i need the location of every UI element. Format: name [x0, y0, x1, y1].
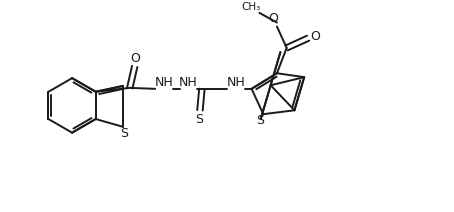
Text: NH: NH — [227, 77, 245, 89]
Text: NH: NH — [179, 75, 197, 89]
Text: S: S — [120, 127, 128, 140]
Text: S: S — [195, 113, 203, 126]
Text: O: O — [310, 30, 320, 43]
Text: O: O — [268, 12, 278, 25]
Text: S: S — [257, 114, 264, 127]
Text: NH: NH — [154, 75, 173, 89]
Text: CH₃: CH₃ — [241, 2, 260, 12]
Text: O: O — [131, 52, 141, 65]
